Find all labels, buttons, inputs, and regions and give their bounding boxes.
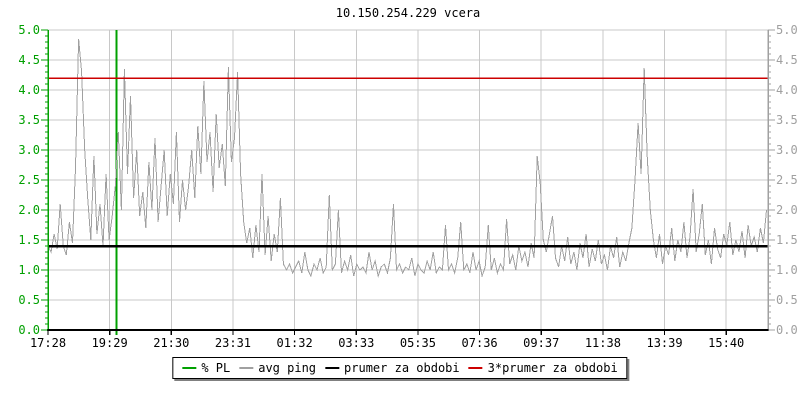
legend-label: % PL [201,361,231,375]
axis-label: 1.0 [776,263,798,277]
axis-label: 2.5 [776,173,798,187]
axis-label: 4.5 [776,53,798,67]
axis-label: 3.5 [18,113,40,127]
legend-item: % PL [182,361,230,375]
legend-swatch-icon [182,367,197,369]
chart-title: 10.150.254.229 vcera [335,6,481,20]
axis-label: 1.5 [18,233,40,247]
axis-label: 4.5 [18,53,40,67]
axis-label: 0.5 [776,293,798,307]
axis-label: 07:36 [462,336,498,350]
legend-swatch-icon [468,367,483,369]
legend-swatch-icon [325,367,340,369]
axis-label: 17:28 [30,336,66,350]
axis-label: 5.0 [776,23,798,37]
axis-label: 2.0 [18,203,40,217]
avg-ping-series [47,38,767,278]
axis-label: 11:38 [585,336,621,350]
legend-label: prumer za obdobi [344,361,460,375]
axis-label: 0.5 [18,293,40,307]
legend-label: 3*prumer za obdobi [487,361,618,375]
axis-label: 09:37 [523,336,559,350]
axis-label: 0.0 [18,323,40,337]
legend-item: prumer za obdobi [325,361,460,375]
axis-label: 21:30 [153,336,189,350]
axis-label: 2.5 [18,173,40,187]
axis-label: 1.0 [18,263,40,277]
axis-label: 3.5 [776,113,798,127]
axis-label: 3.0 [776,143,798,157]
axis-label: 1.5 [776,233,798,247]
axis-label: 2.0 [776,203,798,217]
axis-label: 03:33 [338,336,374,350]
legend: % PL avg ping prumer za obdobi 3*prumer za … [172,357,628,379]
axis-label: 13:39 [646,336,682,350]
axis-label: 15:40 [708,336,744,350]
legend-swatch-icon [239,367,254,369]
axis-label: 4.0 [776,83,798,97]
axis-label: 19:29 [92,336,128,350]
axis-label: 5.0 [18,23,40,37]
axis-label: 23:31 [215,336,251,350]
axis-label: 01:32 [277,336,313,350]
legend-item: 3*prumer za obdobi [468,361,618,375]
axis-label: 0.0 [776,323,798,337]
legend-item: avg ping [239,361,316,375]
legend-label: avg ping [258,361,317,375]
axis-label: 4.0 [18,83,40,97]
axis-label: 3.0 [18,143,40,157]
axis-label: 05:35 [400,336,436,350]
